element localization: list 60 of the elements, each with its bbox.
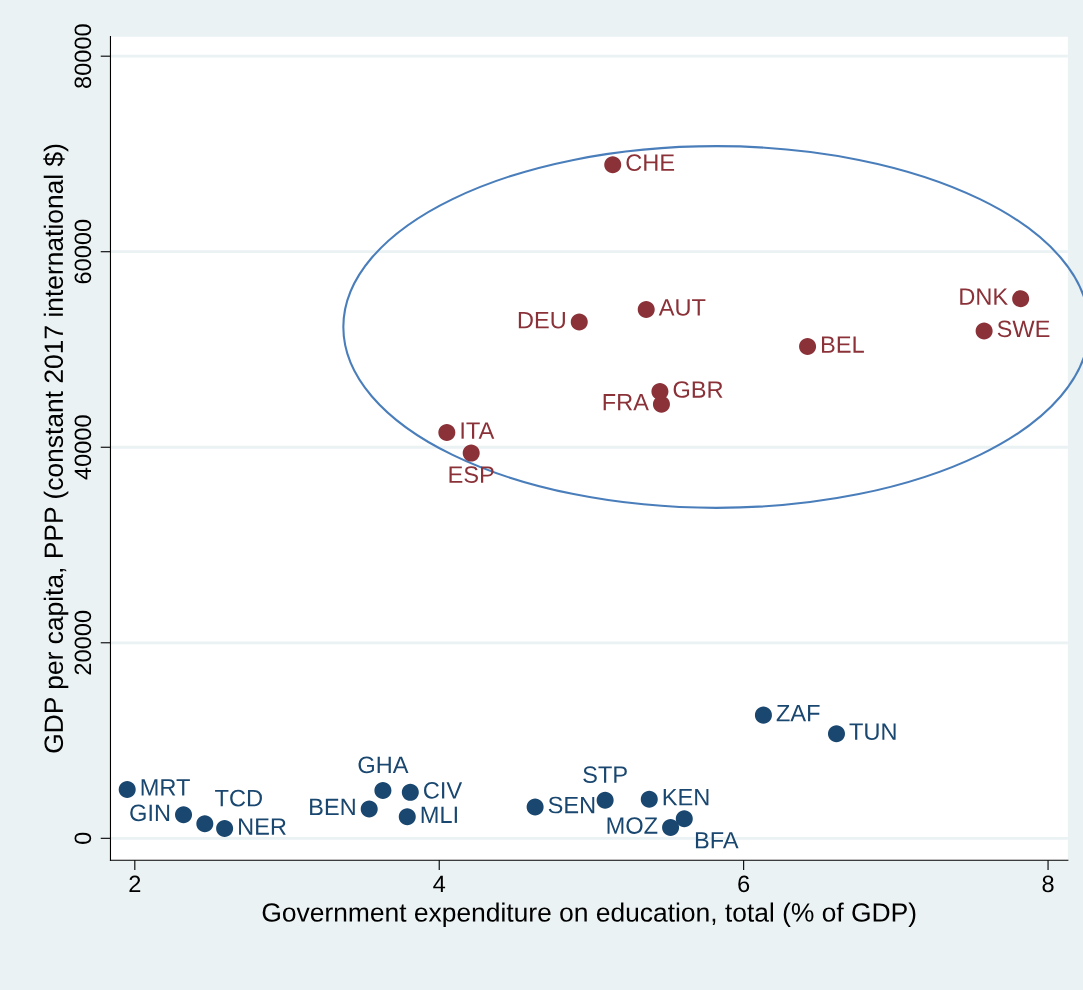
- annotation: GIN: [130, 804, 170, 822]
- annotation: ITA: [461, 422, 495, 439]
- y-tick-label: 80000: [74, 24, 92, 88]
- point: [360, 800, 378, 818]
- point: [374, 781, 392, 799]
- point: [637, 300, 655, 318]
- x-tick-label: 6: [738, 875, 750, 893]
- annotation: SEN: [548, 796, 595, 814]
- y-tick-label: 40000: [74, 415, 92, 480]
- point: [438, 424, 456, 442]
- annotation: TUN: [849, 723, 896, 741]
- point: [398, 808, 416, 826]
- point: [975, 322, 993, 340]
- point: [175, 806, 193, 824]
- point: [118, 780, 136, 798]
- x-tick-label: 8: [1042, 875, 1054, 893]
- point: [216, 820, 234, 838]
- x-axis-title: Government expenditure on education, total (% of GDP): [262, 902, 916, 928]
- point: [675, 810, 693, 828]
- annotation: FRA: [603, 394, 649, 411]
- y-tick-label: 0: [74, 832, 92, 844]
- annotation: STP: [583, 766, 627, 784]
- point: [662, 819, 680, 837]
- point: [401, 783, 419, 801]
- annotation: MLI: [421, 806, 457, 823]
- point: [754, 706, 772, 724]
- annotation: NER: [239, 818, 286, 835]
- annotation: MRT: [141, 779, 190, 796]
- annotation: AUT: [658, 299, 706, 316]
- annotation: GBR: [673, 381, 723, 398]
- annotation: MOZ: [607, 817, 658, 834]
- annotation: BEL: [822, 336, 864, 353]
- annotation: GHA: [358, 756, 409, 774]
- point: [526, 798, 544, 816]
- point: [640, 790, 658, 808]
- annotation: BEN: [310, 798, 355, 816]
- annotation: BFA: [695, 832, 739, 849]
- x-tick-label: 2: [129, 875, 141, 892]
- annotation: KEN: [663, 789, 709, 806]
- annotation: TCD: [215, 789, 262, 807]
- point: [196, 815, 214, 833]
- annotation: ZAF: [776, 704, 820, 722]
- annotation: CIV: [424, 781, 463, 799]
- y-axis-title: GDP per capita, PPP (constant 2017 international $): [43, 144, 69, 753]
- annotation: CHE: [626, 154, 675, 172]
- annotation: DNK: [960, 288, 1008, 305]
- point: [652, 395, 670, 413]
- point: [604, 156, 622, 174]
- point: [596, 791, 614, 809]
- point: [570, 313, 588, 331]
- point: [462, 444, 480, 462]
- point: [827, 725, 845, 743]
- annotation: ESP: [449, 466, 494, 483]
- point: [1012, 290, 1030, 308]
- y-tick-label: 60000: [74, 219, 92, 284]
- point: [799, 338, 817, 356]
- x-tick-label: 4: [433, 875, 446, 892]
- annotation: SWE: [997, 320, 1050, 338]
- y-tick-label: 20000: [74, 610, 92, 675]
- annotation: DEU: [518, 311, 565, 329]
